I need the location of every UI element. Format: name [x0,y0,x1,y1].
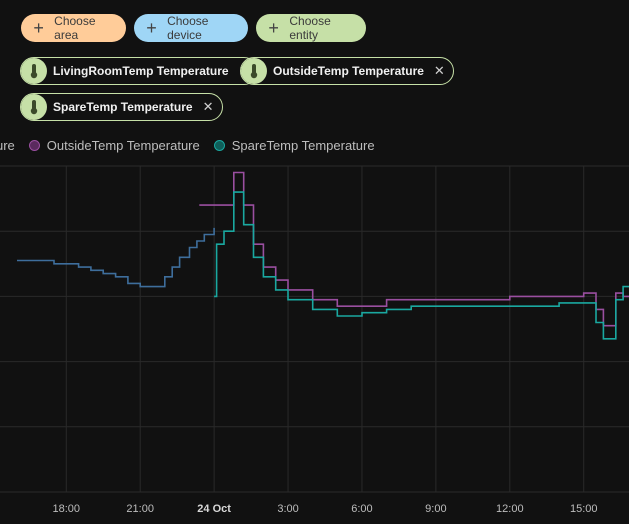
x-tick-label: 9:00 [425,503,446,515]
thermometer-icon [241,58,267,84]
choose-area-label: Choose area [54,14,96,42]
thermometer-icon [21,94,47,120]
x-tick-label: 3:00 [277,503,298,515]
chart-grid [0,165,629,493]
x-tick-label: 12:00 [496,503,524,515]
x-tick-label: 15:00 [570,503,598,515]
legend-partial-label[interactable]: ure [0,137,15,153]
remove-chip-icon[interactable]: ✕ [433,63,445,78]
entity-chip-livingroom[interactable]: LivingRoomTemp Temperature ✕ [20,57,259,85]
x-tick-label: 6:00 [351,503,372,515]
target-picker-row: + Choose area + Choose device + Choose e… [21,14,366,42]
legend-label: OutsideTemp Temperature [46,137,200,153]
plus-icon: + [146,18,157,38]
chart-legend: ure OutsideTemp Temperature SpareTemp Te… [0,136,375,154]
x-tick-label: 18:00 [53,503,81,515]
chip-label: OutsideTemp Temperature [273,64,424,78]
series-line-livingroomtemp[interactable] [17,227,215,288]
plus-icon: + [268,18,279,38]
legend-item-spare[interactable]: SpareTemp Temperature [213,137,375,153]
series-line-outsidetemp[interactable] [199,171,629,466]
remove-chip-icon[interactable]: ✕ [202,99,214,114]
chart-lines [17,171,629,466]
entity-chip-outside[interactable]: OutsideTemp Temperature ✕ [240,57,454,85]
thermometer-icon [21,58,47,84]
legend-item-outside[interactable]: OutsideTemp Temperature [28,137,200,153]
choose-entity-button[interactable]: + Choose entity [256,14,366,42]
plus-icon: + [33,18,44,38]
choose-area-button[interactable]: + Choose area [21,14,126,42]
legend-label: SpareTemp Temperature [231,137,375,153]
series-line-sparetemp[interactable] [214,191,629,340]
choose-device-button[interactable]: + Choose device [134,14,248,42]
x-tick-label: 24 Oct [197,503,231,515]
legend-dot [28,139,40,151]
legend-dot [213,139,225,151]
entity-chip-spare[interactable]: SpareTemp Temperature ✕ [20,93,223,121]
choose-entity-label: Choose entity [289,14,331,42]
chip-label: LivingRoomTemp Temperature [53,64,229,78]
choose-device-label: Choose device [167,14,209,42]
x-tick-label: 21:00 [126,503,154,515]
chip-label: SpareTemp Temperature [53,100,193,114]
